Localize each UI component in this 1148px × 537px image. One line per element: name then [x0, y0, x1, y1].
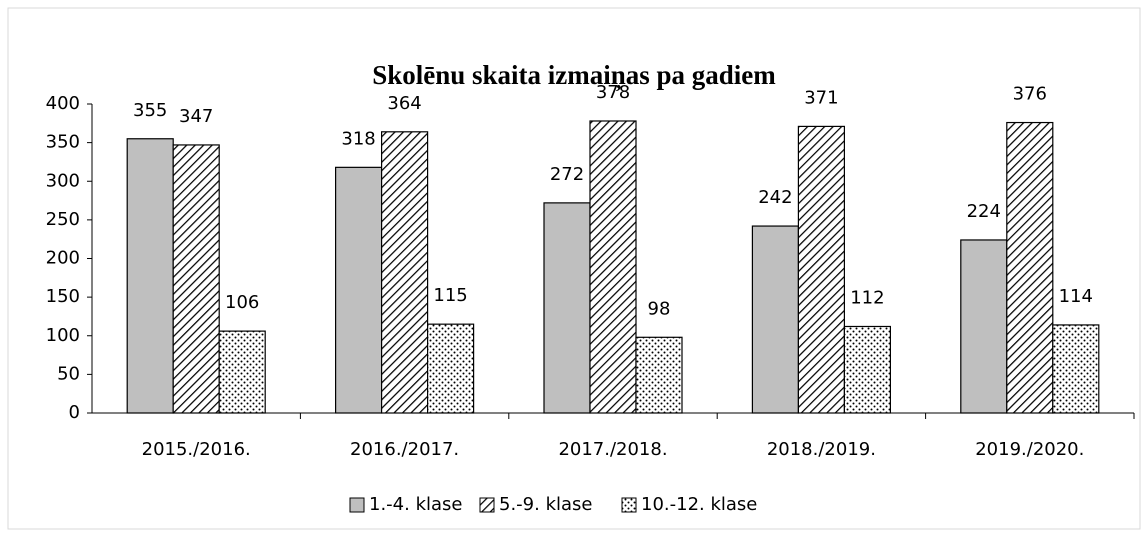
data-label: 242: [758, 187, 792, 208]
bar: [1052, 324, 1100, 414]
bar: [635, 336, 683, 414]
data-label: 376: [1013, 84, 1047, 105]
data-label: 112: [850, 287, 884, 308]
bar: [589, 120, 637, 414]
legend-swatch: [479, 497, 495, 513]
data-label: 364: [387, 93, 421, 114]
data-label: 272: [550, 164, 584, 185]
y-tick-label: 400: [46, 93, 80, 114]
data-label: 347: [179, 106, 213, 127]
legend-label: 1.-4. klase: [369, 494, 462, 515]
y-tick-label: 350: [46, 132, 80, 153]
y-tick-label: 250: [46, 209, 80, 230]
data-label: 318: [341, 128, 375, 149]
bar: [797, 125, 846, 414]
x-tick-label: 2015./2016.: [142, 439, 251, 460]
legend-label: 10.-12. klase: [641, 494, 757, 515]
bar: [960, 239, 1008, 414]
bar: [427, 323, 475, 414]
bar: [751, 225, 800, 414]
x-tick-label: 2019./2020.: [975, 439, 1084, 460]
bar: [843, 325, 892, 414]
y-tick-label: 300: [46, 170, 80, 191]
y-tick-label: 200: [46, 248, 80, 269]
data-label: 355: [133, 100, 167, 121]
x-tick-label: 2016./2017.: [350, 439, 459, 460]
bar: [126, 138, 174, 414]
y-tick-label: 100: [46, 325, 80, 346]
x-tick-label: 2018./2019.: [767, 439, 876, 460]
legend-swatch: [621, 497, 637, 513]
bar: [1006, 121, 1054, 414]
bar: [543, 202, 591, 414]
y-tick-label: 0: [69, 402, 80, 423]
bar: [381, 131, 429, 414]
legend-label: 5.-9. klase: [499, 494, 592, 515]
x-tick-label: 2017./2018.: [558, 439, 667, 460]
data-label: 114: [1059, 286, 1093, 307]
bar: [172, 144, 220, 414]
y-tick-label: 50: [57, 363, 80, 384]
y-tick-label: 150: [46, 286, 80, 307]
chart-title: Skolēnu skaita izmaiņas pa gadiem: [372, 60, 776, 92]
data-label: 115: [433, 285, 467, 306]
legend-swatch: [349, 497, 365, 513]
data-label: 98: [648, 298, 671, 319]
data-label: 378: [596, 82, 630, 103]
data-label: 106: [225, 292, 259, 313]
bar: [218, 330, 266, 414]
bar: [335, 166, 383, 414]
data-label: 224: [967, 201, 1001, 222]
data-label: 371: [804, 87, 838, 108]
